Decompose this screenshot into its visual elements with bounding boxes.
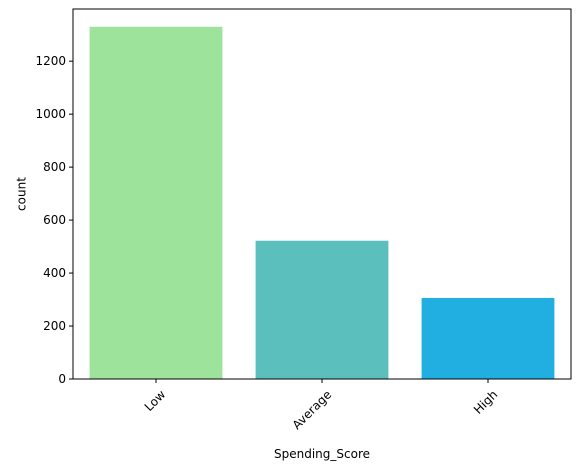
x-tick-label: Low: [142, 387, 169, 414]
x-tick-label: Average: [290, 387, 335, 432]
y-tick-label: 400: [43, 266, 66, 280]
x-tick-label: High: [471, 387, 500, 416]
y-tick-label: 800: [43, 160, 66, 174]
y-axis-ticks: 0 200 400 600 800 1000 1200: [35, 54, 73, 386]
y-tick-label: 0: [58, 372, 66, 386]
x-axis-label: Spending_Score: [274, 447, 370, 461]
y-tick-label: 1200: [35, 54, 66, 68]
y-axis-label: count: [15, 177, 29, 211]
bar-high: [421, 297, 555, 379]
y-tick-label: 600: [43, 213, 66, 227]
y-tick-label: 1000: [35, 107, 66, 121]
bar-low: [89, 26, 223, 379]
plot-area-frame: [72, 8, 572, 380]
bar-average: [255, 240, 389, 379]
bars-group: [89, 26, 555, 379]
y-tick-label: 200: [43, 319, 66, 333]
x-axis-ticks: Low Average High: [142, 379, 500, 432]
